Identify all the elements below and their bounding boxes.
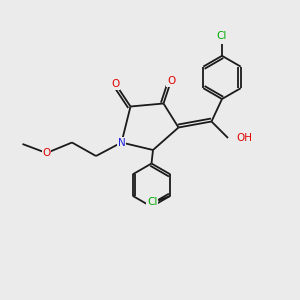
Text: N: N	[118, 137, 125, 148]
Text: OH: OH	[236, 133, 252, 143]
Text: Cl: Cl	[147, 197, 158, 207]
Text: O: O	[42, 148, 51, 158]
Text: O: O	[111, 79, 120, 89]
Text: Cl: Cl	[217, 31, 227, 41]
Text: O: O	[167, 76, 175, 86]
